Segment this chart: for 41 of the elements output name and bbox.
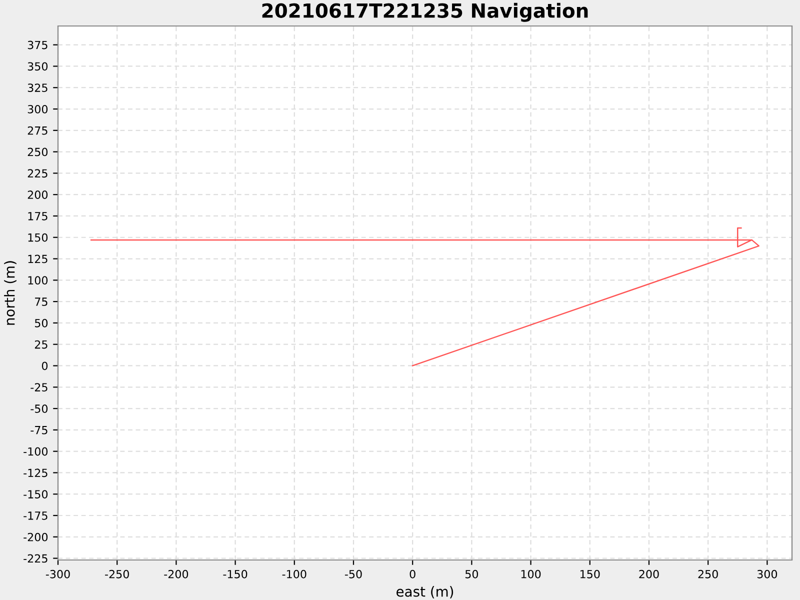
x-tick-label: 100 <box>521 570 541 578</box>
x-tick-label: 300 <box>757 570 778 578</box>
x-tick-label: 250 <box>698 570 718 578</box>
y-tick-label: 200 <box>28 190 48 199</box>
x-tick-label: -250 <box>105 570 129 578</box>
x-tick-label: 200 <box>639 570 659 578</box>
y-tick-label: -100 <box>24 447 48 456</box>
y-tick-label: 0 <box>42 362 48 370</box>
y-tick-label: 250 <box>28 148 48 156</box>
y-tick-label: 125 <box>28 254 48 264</box>
y-tick-label: 75 <box>35 298 48 306</box>
x-tick-label: -200 <box>164 570 188 578</box>
y-tick-label: -175 <box>24 512 48 520</box>
y-tick-label: 325 <box>28 84 48 92</box>
x-tick-label: 50 <box>465 570 478 578</box>
y-axis-title: north (m) <box>4 261 16 325</box>
y-tick-label: -75 <box>30 426 48 434</box>
x-tick-label: -300 <box>46 570 70 578</box>
y-tick-label: 25 <box>34 340 48 349</box>
x-tick-label: -100 <box>282 570 306 578</box>
y-tick-label: -50 <box>30 404 48 413</box>
y-tick-label: 225 <box>28 169 48 178</box>
chart-title: 20210617T221235 Navigation <box>262 2 588 22</box>
y-tick-label: -225 <box>24 554 48 563</box>
y-tick-label: 275 <box>28 126 48 135</box>
y-tick-label: 300 <box>28 104 48 114</box>
x-tick-label: -50 <box>344 570 362 578</box>
y-tick-label: -200 <box>24 532 48 542</box>
y-tick-label: 100 <box>28 276 48 285</box>
y-tick-label: -125 <box>24 468 48 478</box>
y-tick-label: -25 <box>30 383 48 392</box>
x-tick-label: 0 <box>410 570 416 578</box>
y-tick-label: 50 <box>34 318 48 328</box>
y-tick-label: 150 <box>28 233 48 242</box>
x-tick-label: -150 <box>223 570 248 578</box>
x-tick-label: 150 <box>580 570 600 578</box>
y-tick-label: -150 <box>24 490 48 498</box>
x-axis-title: east (m) <box>396 586 454 598</box>
y-tick-label: 175 <box>28 212 48 220</box>
y-tick-label: 375 <box>28 40 48 50</box>
y-tick-label: 350 <box>28 62 48 71</box>
